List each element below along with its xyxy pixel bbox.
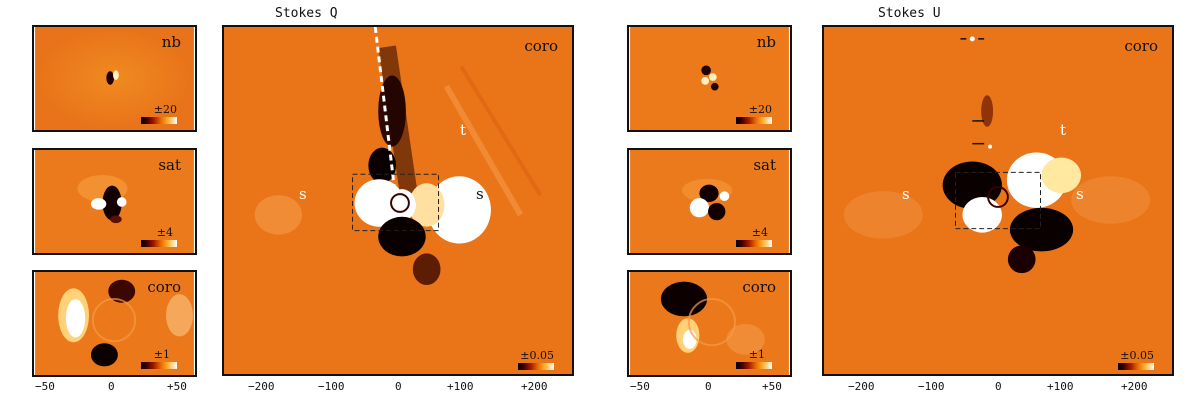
large-scale: ±0.05 bbox=[520, 349, 554, 362]
stokes-u-title: Stokes U bbox=[878, 6, 941, 21]
coro-u-image bbox=[630, 272, 789, 375]
coro-large-label: coro bbox=[524, 37, 558, 55]
coro-label: coro bbox=[147, 278, 181, 296]
large-panel-stokes-u: coro t s s ±0.05 bbox=[822, 25, 1174, 376]
coro-scale: ±1 bbox=[153, 348, 170, 361]
t-label: t bbox=[1060, 121, 1067, 139]
tick-label: +50 bbox=[762, 380, 782, 393]
stokes-u-image bbox=[824, 27, 1172, 374]
colorbar bbox=[141, 240, 177, 247]
stokes-q-title: Stokes Q bbox=[275, 6, 338, 21]
tick-label: +100 bbox=[1047, 380, 1074, 393]
sat-label: sat bbox=[753, 156, 776, 174]
nb-scale: ±20 bbox=[748, 103, 772, 116]
tick-label: −200 bbox=[248, 380, 275, 393]
colorbar bbox=[518, 363, 554, 370]
tick-label: −50 bbox=[630, 380, 650, 393]
tick-label: 0 bbox=[395, 380, 402, 393]
small-panel-coro-u: coro ±1 bbox=[627, 270, 792, 377]
colorbar bbox=[1118, 363, 1154, 370]
sat-u-image bbox=[630, 150, 789, 253]
nb-scale: ±20 bbox=[153, 103, 177, 116]
large-scale: ±0.05 bbox=[1120, 349, 1154, 362]
small-panel-nb-u: nb ±20 bbox=[627, 25, 792, 132]
tick-label: +100 bbox=[447, 380, 474, 393]
nb-q-image bbox=[35, 27, 194, 130]
s-label-left: s bbox=[902, 185, 910, 203]
nb-label: nb bbox=[161, 33, 181, 51]
tick-label: +200 bbox=[521, 380, 548, 393]
sat-q-image bbox=[35, 150, 194, 253]
stokes-q-image bbox=[224, 27, 572, 374]
s-label-left: s bbox=[299, 185, 307, 203]
tick-label: −100 bbox=[918, 380, 945, 393]
tick-label: +50 bbox=[167, 380, 187, 393]
small-panel-sat-u: sat ±4 bbox=[627, 148, 792, 255]
tick-label: 0 bbox=[995, 380, 1002, 393]
tick-label: 0 bbox=[108, 380, 115, 393]
s-label-right: s bbox=[476, 185, 484, 203]
colorbar bbox=[141, 362, 177, 369]
small-panel-coro-q: coro ±1 bbox=[32, 270, 197, 377]
large-panel-stokes-q: coro t s s ±0.05 bbox=[222, 25, 574, 376]
nb-label: nb bbox=[756, 33, 776, 51]
tick-label: −50 bbox=[35, 380, 55, 393]
coro-label: coro bbox=[742, 278, 776, 296]
s-label-right: s bbox=[1076, 185, 1084, 203]
nb-u-image bbox=[630, 27, 789, 130]
sat-scale: ±4 bbox=[156, 226, 173, 239]
coro-large-label: coro bbox=[1124, 37, 1158, 55]
tick-label: 0 bbox=[705, 380, 712, 393]
coro-q-image bbox=[35, 272, 194, 375]
colorbar bbox=[736, 362, 772, 369]
colorbar bbox=[736, 240, 772, 247]
coro-scale: ±1 bbox=[748, 348, 765, 361]
tick-label: +200 bbox=[1121, 380, 1148, 393]
sat-scale: ±4 bbox=[751, 226, 768, 239]
tick-label: −200 bbox=[848, 380, 875, 393]
t-label: t bbox=[460, 121, 467, 139]
colorbar bbox=[141, 117, 177, 124]
tick-label: −100 bbox=[318, 380, 345, 393]
sat-label: sat bbox=[158, 156, 181, 174]
small-panel-nb-q: nb ±20 bbox=[32, 25, 197, 132]
small-panel-sat-q: sat ±4 bbox=[32, 148, 197, 255]
colorbar bbox=[736, 117, 772, 124]
